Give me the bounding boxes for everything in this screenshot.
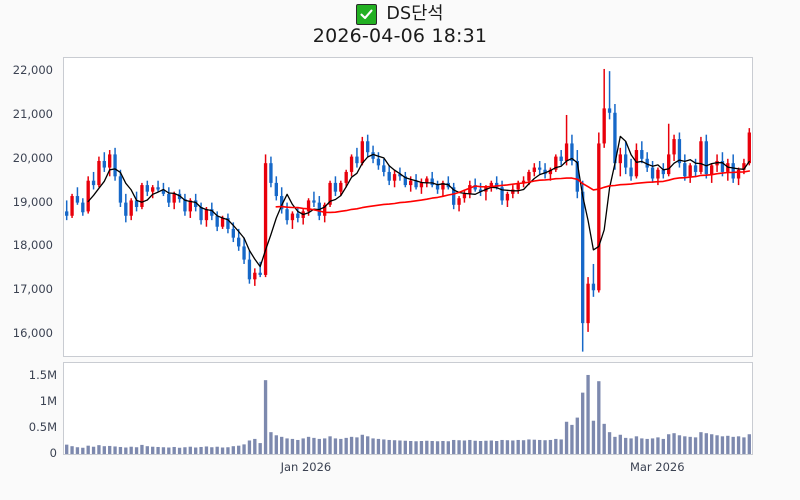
x-tick-label: Jan 2026: [280, 460, 332, 474]
price-tick-label: 20,000: [12, 150, 53, 165]
chart-header: DS단석 2026-04-06 18:31: [0, 0, 800, 47]
volume-tick-label: 0: [49, 446, 57, 460]
price-tick-label: 17,000: [12, 282, 53, 297]
volume-tick-label: 1.5M: [28, 368, 57, 382]
price-tick-label: 18,000: [12, 238, 53, 253]
x-tick-label: Mar 2026: [629, 460, 685, 474]
symbol-title-row: DS단석: [356, 3, 443, 25]
price-tick-label: 16,000: [12, 326, 53, 341]
page-title: DS단석: [386, 4, 444, 24]
volume-chart-panel[interactable]: [63, 362, 753, 455]
price-chart-panel[interactable]: [63, 57, 753, 357]
price-tick-label: 19,000: [12, 194, 53, 209]
timestamp-label: 2026-04-06 18:31: [312, 25, 488, 47]
volume-tick-label: 1M: [39, 394, 57, 408]
price-tick-label: 22,000: [12, 63, 53, 78]
volume-tick-label: 0.5M: [28, 420, 57, 434]
candlestick-plot: [65, 68, 751, 352]
price-tick-label: 21,000: [12, 106, 53, 121]
checkbox-checked-icon[interactable]: [356, 3, 378, 25]
volume-plot: [65, 374, 751, 454]
